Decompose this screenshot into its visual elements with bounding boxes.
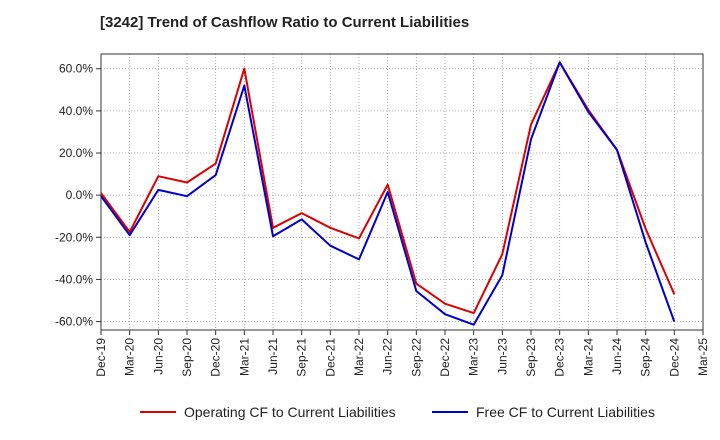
x-tick-label: Sep-24 xyxy=(639,338,653,377)
legend-label-free-cf: Free CF to Current Liabilities xyxy=(476,404,655,420)
legend-item-free-cf: Free CF to Current Liabilities xyxy=(432,404,655,420)
x-tick-label: Mar-23 xyxy=(467,338,481,376)
x-tick-label: Dec-24 xyxy=(667,338,681,377)
x-tick-label: Mar-20 xyxy=(123,338,137,376)
x-tick-label: Mar-25 xyxy=(696,338,710,376)
plot-area xyxy=(101,54,703,330)
x-tick-label: Jun-21 xyxy=(266,338,280,375)
y-tick-label: 0.0% xyxy=(66,188,94,202)
x-tick-label: Sep-21 xyxy=(295,338,309,377)
x-tick-label: Dec-19 xyxy=(94,338,108,377)
x-tick-label: Jun-22 xyxy=(381,338,395,375)
legend-swatch-operating-cf xyxy=(140,411,176,413)
y-tick-label: -20.0% xyxy=(55,230,93,244)
x-tick-label: Jun-23 xyxy=(495,338,509,375)
plot-frame xyxy=(100,53,704,331)
x-tick-label: Dec-22 xyxy=(438,338,452,377)
x-tick-label: Mar-21 xyxy=(237,338,251,376)
series-line-free-cf xyxy=(100,61,676,326)
x-tick-label: Jun-20 xyxy=(151,338,165,375)
x-tick-label: Dec-23 xyxy=(553,338,567,377)
chart-title: [3242] Trend of Cashflow Ratio to Curren… xyxy=(100,14,470,31)
y-tick-label: -40.0% xyxy=(55,272,93,286)
x-tick-label: Mar-24 xyxy=(581,338,595,376)
legend: Operating CF to Current Liabilities Free… xyxy=(0,404,720,426)
y-tick-label: 20.0% xyxy=(59,146,93,160)
x-tick-label: Sep-20 xyxy=(180,338,194,377)
y-tick-label: 60.0% xyxy=(59,62,93,76)
x-tick-label: Dec-20 xyxy=(209,338,223,377)
legend-label-operating-cf: Operating CF to Current Liabilities xyxy=(184,404,396,420)
y-tick-label: 40.0% xyxy=(59,104,93,118)
x-tick-label: Mar-22 xyxy=(352,338,366,376)
x-tick-label: Dec-21 xyxy=(323,338,337,377)
legend-item-operating-cf: Operating CF to Current Liabilities xyxy=(140,404,396,420)
x-tick-label: Jun-24 xyxy=(610,338,624,375)
y-tick-label: -60.0% xyxy=(55,315,93,329)
legend-swatch-free-cf xyxy=(432,411,468,413)
x-tick-label: Sep-22 xyxy=(409,338,423,377)
x-tick-label: Sep-23 xyxy=(524,338,538,377)
